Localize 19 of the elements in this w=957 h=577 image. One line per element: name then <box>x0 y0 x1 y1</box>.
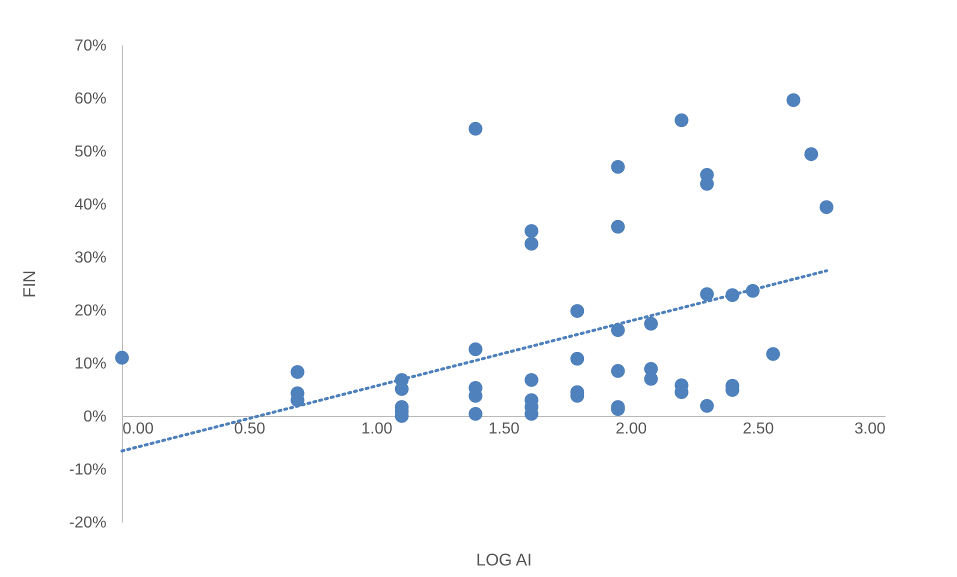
x-tick-label: 0.00 <box>122 420 154 438</box>
y-tick-label: 30% <box>74 250 106 266</box>
x-tick-label: 0.50 <box>234 420 266 438</box>
y-tick-label: 70% <box>74 38 106 54</box>
y-tick-label: -20% <box>69 514 106 532</box>
x-tick-label: 1.00 <box>361 420 393 438</box>
x-tick-label: 3.00 <box>854 420 886 438</box>
y-tick-label: -10% <box>69 462 106 478</box>
y-tick-label: 60% <box>74 90 106 108</box>
x-tick-label: 2.00 <box>616 420 647 438</box>
y-axis-title: FIN <box>20 270 40 298</box>
y-tick-label: 10% <box>74 356 106 372</box>
x-tick-label: 1.50 <box>488 420 520 438</box>
y-tick-label: 50% <box>74 144 106 160</box>
x-axis-title: LOG AI <box>476 550 532 570</box>
y-tick-label: 20% <box>74 302 106 320</box>
x-tick-label: 2.50 <box>742 420 774 438</box>
y-tick-label: 0% <box>83 408 106 426</box>
y-tick-label: 40% <box>74 196 106 214</box>
